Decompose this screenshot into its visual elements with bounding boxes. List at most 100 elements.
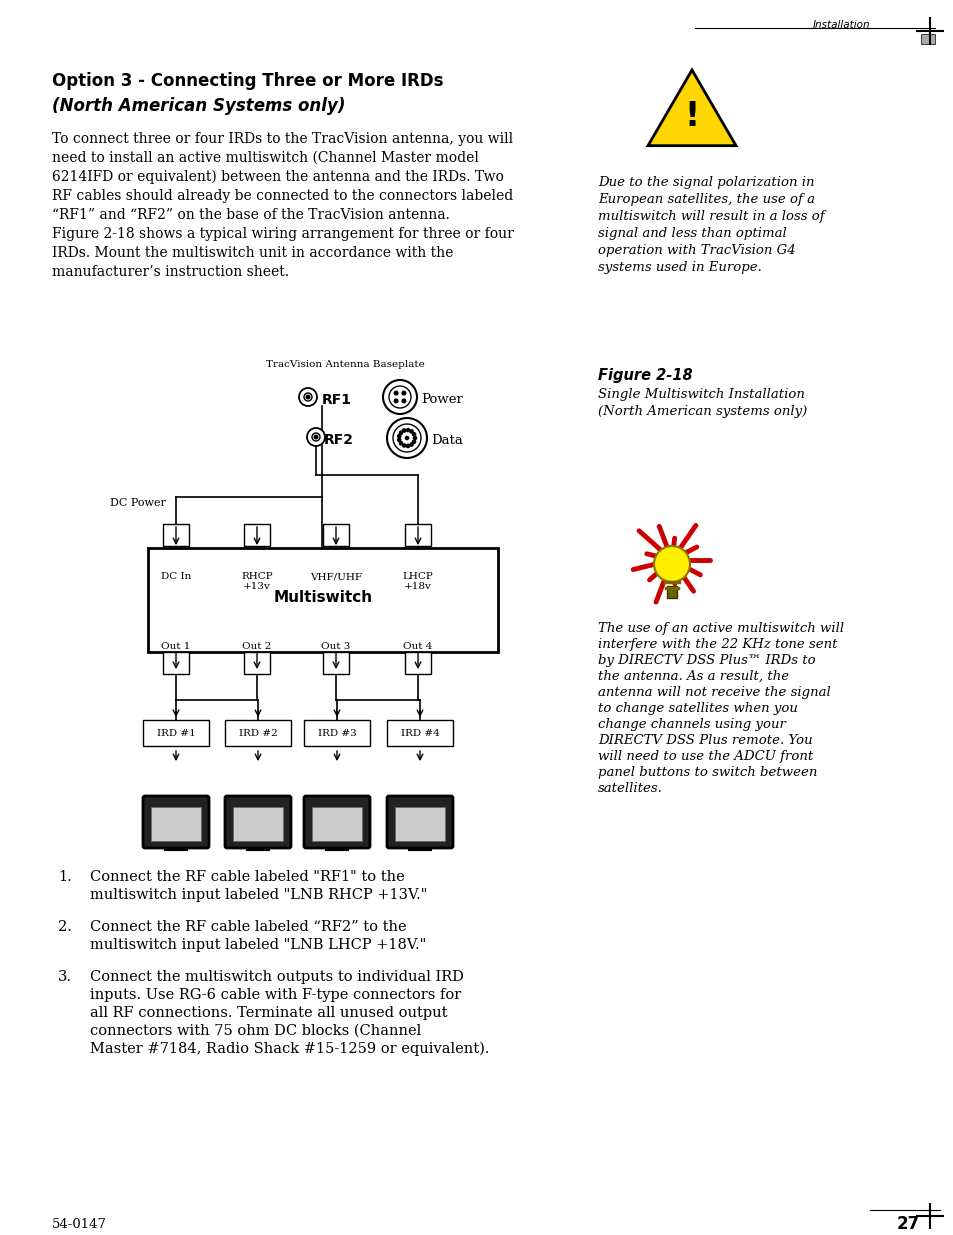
Circle shape (393, 424, 420, 452)
Text: Installation: Installation (812, 20, 869, 30)
Text: Option 3 - Connecting Three or More IRDs: Option 3 - Connecting Three or More IRDs (52, 72, 443, 90)
Circle shape (406, 429, 409, 432)
Text: Out 2: Out 2 (242, 642, 272, 651)
Bar (244, 524, 270, 546)
Text: Out 4: Out 4 (403, 642, 433, 651)
Circle shape (394, 399, 397, 403)
Text: 2.: 2. (58, 920, 71, 934)
Circle shape (298, 388, 316, 406)
Circle shape (387, 417, 427, 458)
Text: manufacturer’s instruction sheet.: manufacturer’s instruction sheet. (52, 266, 289, 279)
Circle shape (402, 429, 405, 432)
Bar (323, 652, 349, 674)
Text: Connect the RF cable labeled "RF1" to the: Connect the RF cable labeled "RF1" to th… (90, 869, 404, 884)
Text: Multiswitch: Multiswitch (274, 590, 373, 605)
Text: Figure 2-18 shows a typical wiring arrangement for three or four: Figure 2-18 shows a typical wiring arran… (52, 227, 514, 241)
Text: European satellites, the use of a: European satellites, the use of a (598, 193, 814, 206)
Text: by DIRECTV DSS Plus™ IRDs to: by DIRECTV DSS Plus™ IRDs to (598, 655, 815, 667)
Text: 1.: 1. (58, 869, 71, 884)
Bar (920, 35, 934, 44)
Text: IRD #4: IRD #4 (400, 730, 439, 739)
Text: will need to use the ADCU front: will need to use the ADCU front (598, 750, 812, 763)
Text: interfere with the 22 KHz tone sent: interfere with the 22 KHz tone sent (598, 638, 837, 651)
Bar (323, 524, 349, 546)
Text: RF2: RF2 (324, 433, 354, 447)
Text: Connect the RF cable labeled “RF2” to the: Connect the RF cable labeled “RF2” to th… (90, 920, 406, 934)
Circle shape (399, 442, 402, 445)
Text: all RF connections. Terminate all unused output: all RF connections. Terminate all unused… (90, 1007, 447, 1020)
Text: 54-0147: 54-0147 (52, 1218, 107, 1231)
Text: DIRECTV DSS Plus remote. You: DIRECTV DSS Plus remote. You (598, 734, 812, 747)
Text: (North American Systems only): (North American Systems only) (52, 98, 345, 115)
Text: antenna will not receive the signal: antenna will not receive the signal (598, 685, 830, 699)
Bar (143, 720, 209, 746)
Text: IRD #1: IRD #1 (156, 730, 195, 739)
Text: Out 1: Out 1 (161, 642, 191, 651)
Text: to change satellites when you: to change satellites when you (598, 701, 797, 715)
Circle shape (397, 435, 400, 437)
Text: connectors with 75 ohm DC blocks (Channel: connectors with 75 ohm DC blocks (Channe… (90, 1024, 421, 1037)
Text: inputs. Use RG-6 cable with F-type connectors for: inputs. Use RG-6 cable with F-type conne… (90, 988, 460, 1002)
Text: (North American systems only): (North American systems only) (598, 405, 806, 417)
Circle shape (401, 391, 405, 395)
Text: 27: 27 (896, 1215, 920, 1233)
Circle shape (314, 435, 317, 438)
Text: IRDs. Mount the multiswitch unit in accordance with the: IRDs. Mount the multiswitch unit in acco… (52, 246, 453, 261)
FancyBboxPatch shape (225, 797, 291, 848)
Bar (163, 524, 189, 546)
Text: DC In: DC In (161, 572, 191, 580)
FancyBboxPatch shape (387, 797, 453, 848)
Circle shape (402, 443, 405, 447)
Text: Figure 2-18: Figure 2-18 (598, 368, 692, 383)
Text: multiswitch will result in a loss of: multiswitch will result in a loss of (598, 210, 823, 224)
Text: “RF1” and “RF2” on the base of the TracVision antenna.: “RF1” and “RF2” on the base of the TracV… (52, 207, 450, 222)
Circle shape (412, 432, 416, 436)
Circle shape (413, 436, 416, 440)
FancyBboxPatch shape (304, 797, 370, 848)
Text: RHCP
+13v: RHCP +13v (241, 572, 273, 592)
Bar (163, 652, 189, 674)
Text: satellites.: satellites. (598, 782, 662, 795)
Bar (405, 652, 431, 674)
Circle shape (410, 430, 413, 433)
Bar (151, 806, 201, 841)
Text: Power: Power (420, 393, 462, 406)
Bar (233, 806, 283, 841)
Circle shape (410, 443, 413, 446)
Bar (244, 652, 270, 674)
Text: panel buttons to switch between: panel buttons to switch between (598, 766, 817, 779)
Text: Single Multiswitch Installation: Single Multiswitch Installation (598, 388, 804, 401)
Text: DC Power: DC Power (110, 498, 166, 508)
Bar (405, 524, 431, 546)
Circle shape (312, 433, 319, 441)
Circle shape (654, 546, 689, 582)
Circle shape (406, 445, 409, 447)
Text: change channels using your: change channels using your (598, 718, 785, 731)
Text: the antenna. As a result, the: the antenna. As a result, the (598, 671, 788, 683)
Circle shape (399, 431, 402, 435)
Text: Out 3: Out 3 (321, 642, 351, 651)
Circle shape (394, 391, 397, 395)
Circle shape (382, 380, 416, 414)
Text: The use of an active multiswitch will: The use of an active multiswitch will (598, 622, 843, 635)
Text: IRD #2: IRD #2 (238, 730, 277, 739)
Text: !: ! (683, 100, 699, 133)
Text: TracVision Antenna Baseplate: TracVision Antenna Baseplate (265, 359, 424, 369)
Text: multiswitch input labeled "LNB LHCP +18V.": multiswitch input labeled "LNB LHCP +18V… (90, 939, 426, 952)
Circle shape (307, 429, 325, 446)
Bar (225, 720, 291, 746)
Bar (666, 585, 677, 598)
Polygon shape (647, 70, 735, 146)
Text: VHF/UHF: VHF/UHF (310, 572, 361, 580)
Text: operation with TracVision G4: operation with TracVision G4 (598, 245, 795, 257)
Text: LHCP
+18v: LHCP +18v (402, 572, 433, 592)
Circle shape (412, 440, 416, 443)
Text: 6214IFD or equivalent) between the antenna and the IRDs. Two: 6214IFD or equivalent) between the anten… (52, 170, 503, 184)
Text: To connect three or four IRDs to the TracVision antenna, you will: To connect three or four IRDs to the Tra… (52, 132, 513, 146)
Text: 3.: 3. (58, 969, 71, 984)
Bar (395, 806, 444, 841)
Text: Master #7184, Radio Shack #15-1259 or equivalent).: Master #7184, Radio Shack #15-1259 or eq… (90, 1042, 489, 1056)
Text: RF1: RF1 (322, 393, 352, 408)
Bar (387, 720, 453, 746)
Bar (148, 548, 497, 652)
